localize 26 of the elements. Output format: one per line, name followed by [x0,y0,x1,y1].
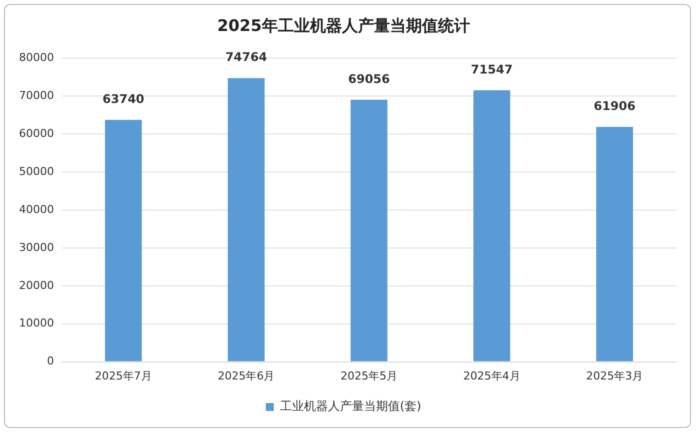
data-label: 71547 [470,62,513,76]
x-tick-label: 2025年3月 [586,369,644,382]
chart-title: 2025年工业机器人产量当期值统计 [217,16,470,35]
y-tick-label: 30000 [18,240,54,254]
x-tick-label: 2025年4月 [463,369,520,382]
data-label: 69056 [348,72,390,86]
y-tick-label: 70000 [18,89,54,102]
y-tick-label: 50000 [18,164,54,178]
bar [228,78,265,362]
x-tick-label: 2025年7月 [94,369,152,382]
x-tick-label: 2025年5月 [340,369,398,382]
y-tick-label: 10000 [18,316,54,330]
y-tick-label: 80000 [18,51,54,64]
legend-label: 工业机器人产量当期值(套) [280,399,422,414]
bar [104,120,142,362]
y-tick-label: 0 [46,354,54,368]
y-tick-label: 60000 [18,126,54,140]
data-label: 61906 [594,98,636,113]
bar [596,126,634,362]
y-tick-label: 40000 [18,202,54,216]
bar [350,100,388,362]
x-tick-label: 2025年6月 [218,369,275,382]
y-tick-label: 20000 [18,278,54,292]
data-label: 63740 [102,92,144,106]
bar [473,90,510,362]
data-label: 74764 [225,50,268,64]
